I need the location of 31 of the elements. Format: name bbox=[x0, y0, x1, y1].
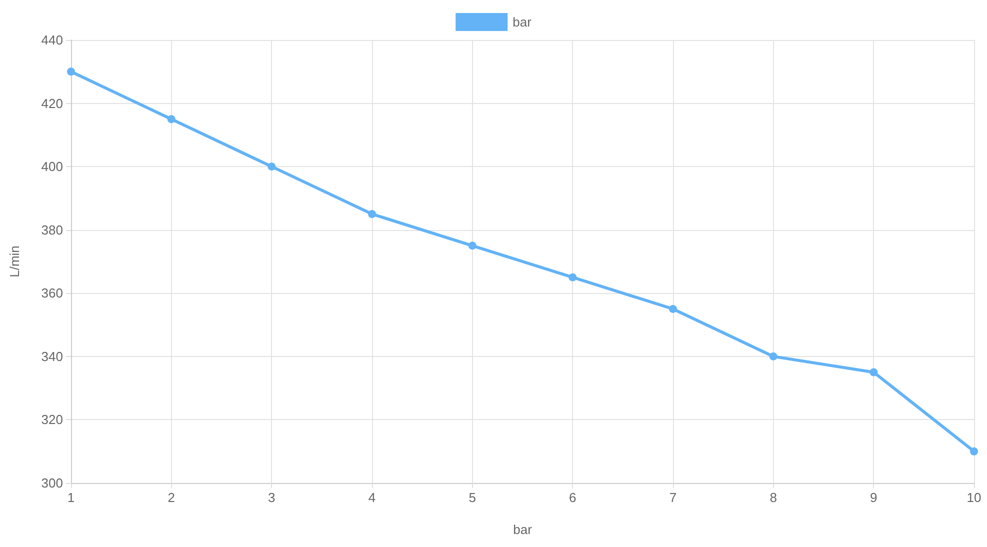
point bbox=[769, 352, 778, 360]
x-tick-label: 6 bbox=[569, 490, 576, 505]
x-tick-label: 9 bbox=[870, 490, 878, 505]
y-tick-label: 440 bbox=[41, 32, 63, 48]
point bbox=[268, 162, 276, 171]
y-tick-label: 320 bbox=[41, 412, 63, 428]
point bbox=[669, 304, 677, 313]
x-axis-title: bar bbox=[513, 522, 533, 537]
y-tick-label: 380 bbox=[41, 222, 63, 238]
point bbox=[468, 242, 476, 250]
point bbox=[568, 273, 577, 282]
x-tick-label: 10 bbox=[966, 490, 982, 505]
y-axis-title: L/min bbox=[7, 246, 22, 278]
point bbox=[870, 368, 878, 376]
y-tick-label: 340 bbox=[41, 348, 63, 364]
legend-label: bar bbox=[512, 14, 532, 30]
y-tick-label: 360 bbox=[41, 286, 63, 301]
x-tick-label: 1 bbox=[67, 490, 75, 505]
point bbox=[67, 68, 75, 76]
point bbox=[368, 210, 376, 218]
x-tick-label: 7 bbox=[669, 490, 677, 505]
y-tick-label: 420 bbox=[41, 96, 63, 111]
point bbox=[970, 447, 978, 456]
x-tick-label: 2 bbox=[168, 490, 175, 505]
x-tick-label: 8 bbox=[770, 490, 777, 505]
x-tick-label: 4 bbox=[368, 490, 376, 505]
x-tick-label: 5 bbox=[468, 490, 476, 505]
y-tick-label: 300 bbox=[41, 476, 63, 490]
y-tick-label: 400 bbox=[41, 159, 63, 174]
x-tick-label: 3 bbox=[268, 490, 276, 505]
point bbox=[167, 115, 176, 124]
